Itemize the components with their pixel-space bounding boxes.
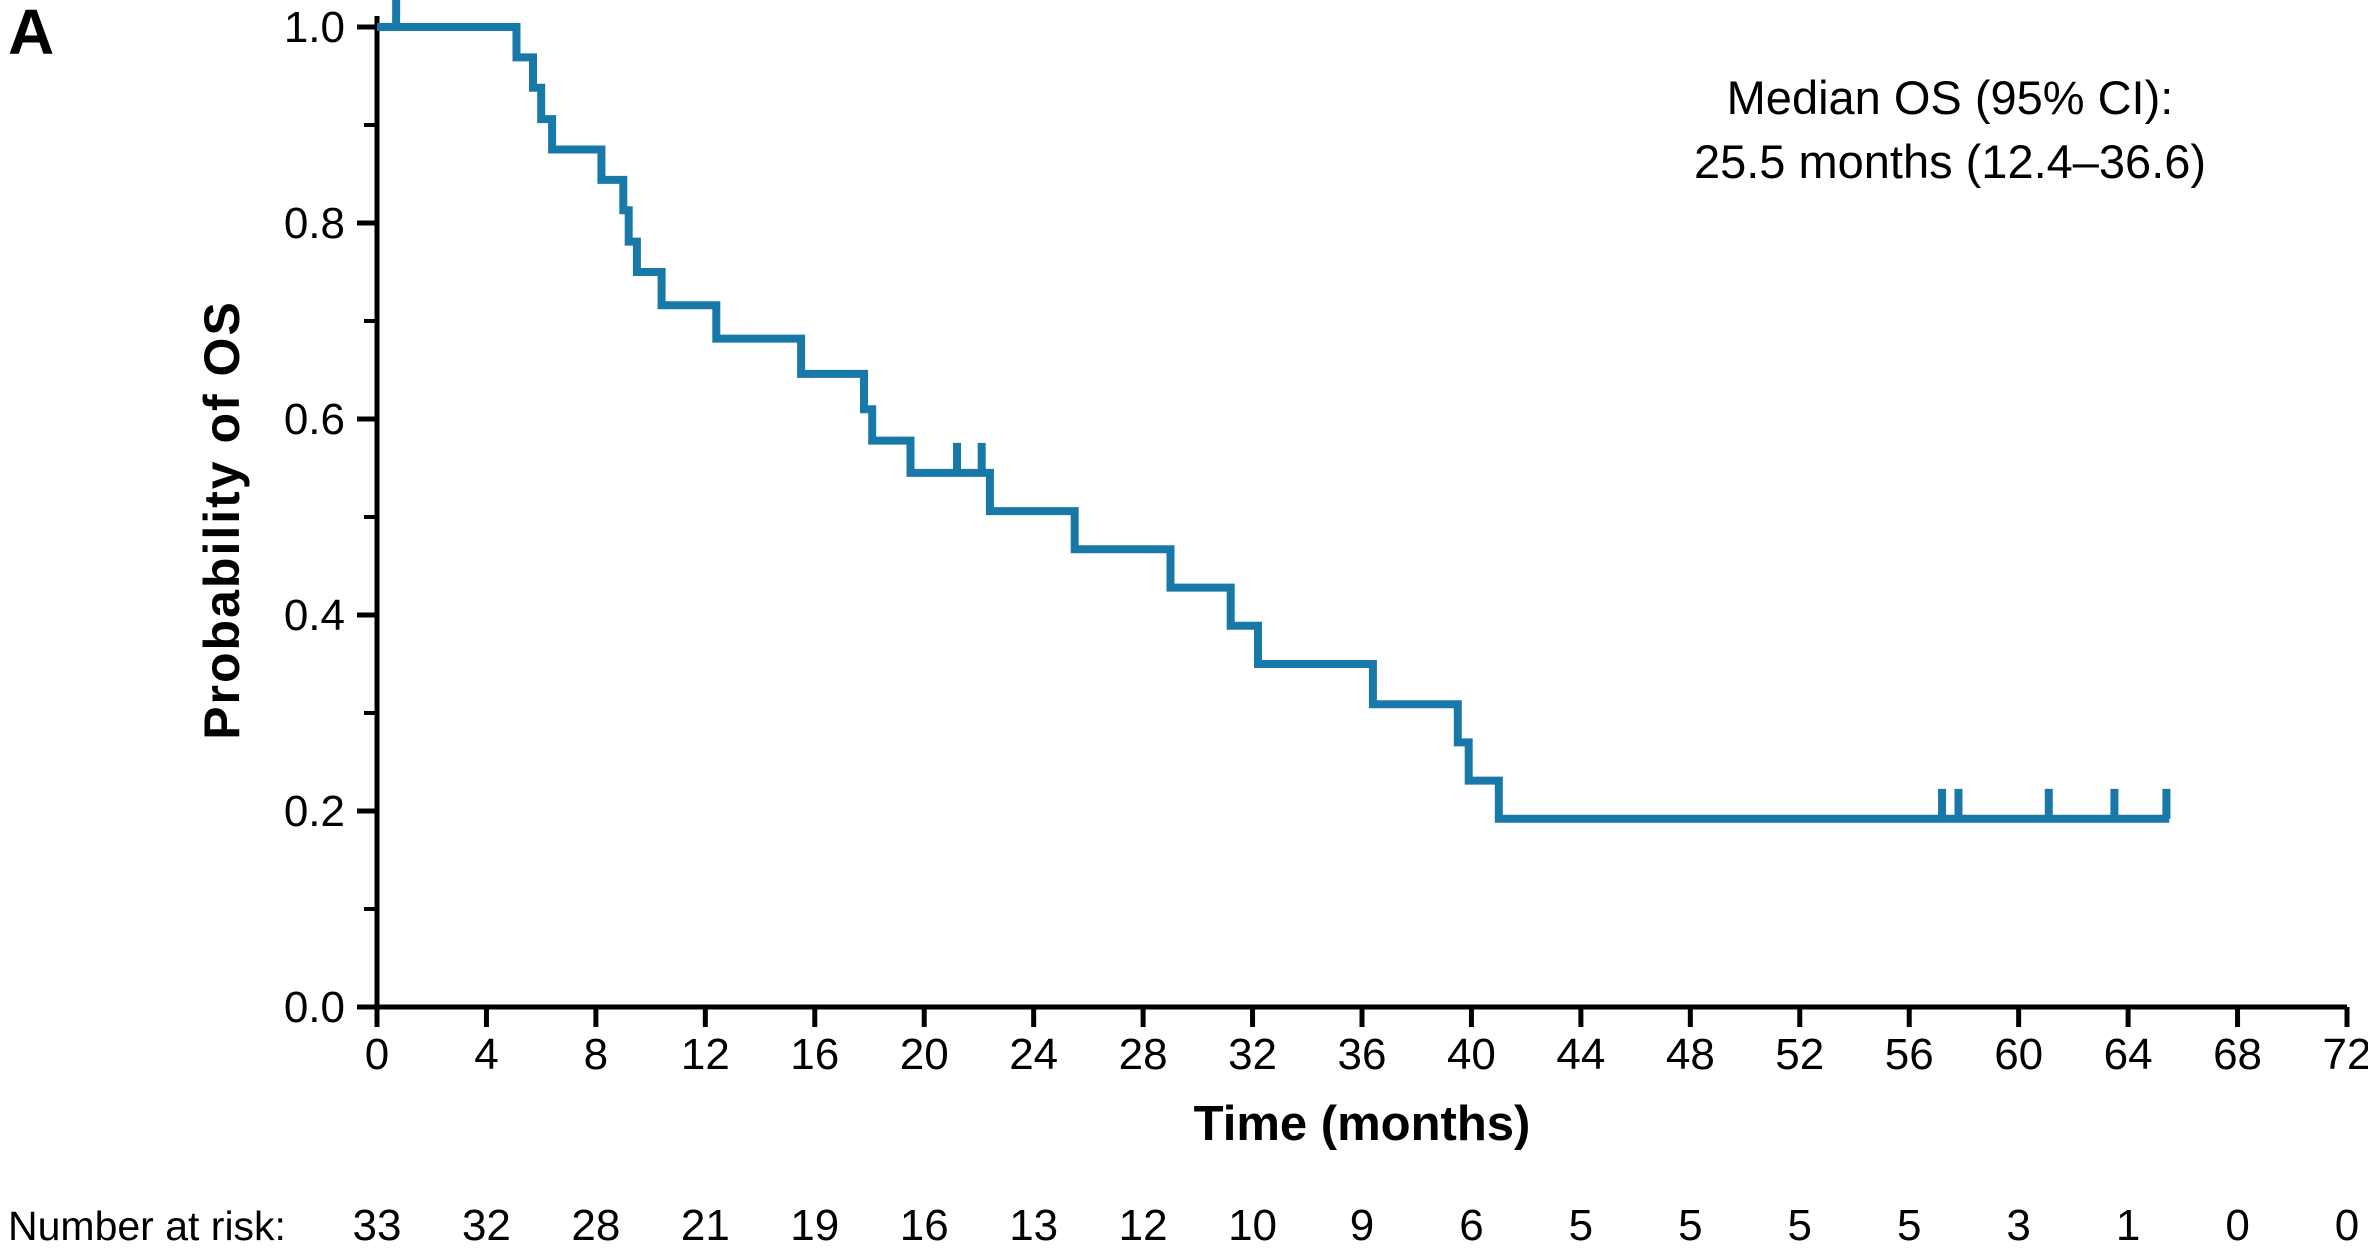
x-tick-label: 20 (900, 1030, 949, 1079)
x-tick-label: 40 (1447, 1030, 1496, 1079)
x-tick-label: 48 (1666, 1030, 1715, 1079)
x-tick-label: 28 (1119, 1030, 1168, 1079)
x-tick-label: 64 (2104, 1030, 2153, 1079)
panel-label: A (8, 0, 55, 68)
at-risk-count: 16 (900, 1201, 949, 1250)
x-tick-label: 52 (1775, 1030, 1824, 1079)
x-tick-label: 56 (1885, 1030, 1934, 1079)
at-risk-count: 5 (1897, 1201, 1921, 1250)
at-risk-count: 13 (1009, 1201, 1058, 1250)
x-tick-label: 24 (1009, 1030, 1058, 1079)
x-tick-label: 4 (474, 1030, 498, 1079)
at-risk-count: 5 (1678, 1201, 1702, 1250)
x-tick-label: 68 (2213, 1030, 2262, 1079)
x-tick-label: 72 (2323, 1030, 2368, 1079)
at-risk-count: 21 (681, 1201, 730, 1250)
y-tick-label: 0.6 (284, 395, 345, 444)
at-risk-count: 9 (1350, 1201, 1374, 1250)
at-risk-count: 0 (2335, 1201, 2359, 1250)
at-risk-label: Number at risk: (8, 1203, 286, 1249)
median-os-annotation: Median OS (95% CI): 25.5 months (12.4–36… (1620, 66, 2280, 194)
annotation-line1: Median OS (95% CI): (1726, 71, 2174, 124)
x-tick-label: 60 (1994, 1030, 2043, 1079)
y-tick-label: 0.0 (284, 983, 345, 1032)
x-tick-label: 8 (584, 1030, 608, 1079)
x-tick-label: 32 (1228, 1030, 1277, 1079)
annotation-line2: 25.5 months (12.4–36.6) (1693, 135, 2207, 188)
y-tick-label: 0.8 (284, 199, 345, 248)
x-tick-label: 12 (681, 1030, 730, 1079)
at-risk-count: 33 (353, 1201, 402, 1250)
at-risk-count: 19 (790, 1201, 839, 1250)
y-tick-label: 0.2 (284, 787, 345, 836)
x-axis-title: Time (months) (1193, 1097, 1531, 1151)
at-risk-count: 0 (2225, 1201, 2249, 1250)
y-axis-title: Probability of OS (194, 300, 250, 740)
x-tick-label: 0 (365, 1030, 389, 1079)
at-risk-count: 5 (1788, 1201, 1812, 1250)
at-risk-count: 3 (2006, 1201, 2030, 1250)
at-risk-count: 10 (1228, 1201, 1277, 1250)
x-tick-label: 16 (790, 1030, 839, 1079)
at-risk-count: 12 (1119, 1201, 1168, 1250)
at-risk-count: 5 (1569, 1201, 1593, 1250)
at-risk-count: 1 (2116, 1201, 2140, 1250)
at-risk-count: 6 (1459, 1201, 1483, 1250)
x-tick-label: 44 (1556, 1030, 1605, 1079)
at-risk-count: 32 (462, 1201, 511, 1250)
y-tick-label: 0.4 (284, 591, 345, 640)
km-curve (377, 23, 2170, 823)
y-tick-label: 1.0 (284, 3, 345, 52)
at-risk-count: 28 (571, 1201, 620, 1250)
x-tick-label: 36 (1338, 1030, 1387, 1079)
